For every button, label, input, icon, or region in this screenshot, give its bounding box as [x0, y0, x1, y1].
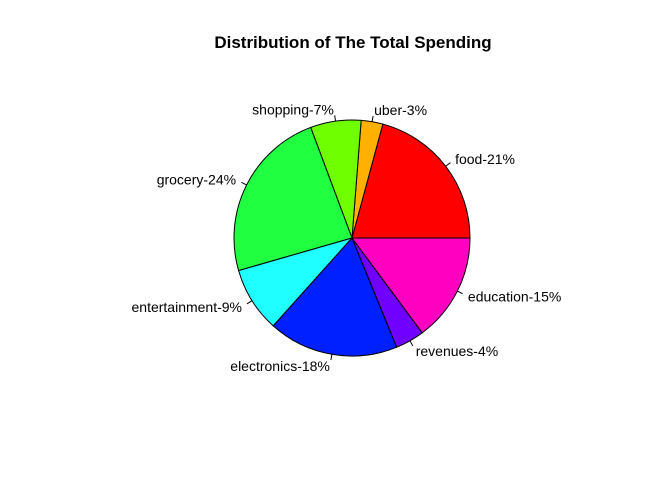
- pie-label-tick-4: [246, 300, 253, 305]
- pie-label-tick-5: [330, 354, 333, 361]
- pie-label-2: shopping-7%: [252, 101, 334, 117]
- pie-label-4: entertainment-9%: [132, 299, 243, 315]
- pie-labels: food-21% uber-3% shopping-7% grocery-24% ent…: [132, 101, 562, 373]
- pie-slices: [233, 119, 471, 357]
- pie-slice-3: [233, 126, 353, 272]
- pie-label-5: electronics-18%: [230, 358, 330, 374]
- pie-label-tick-3: [241, 181, 247, 186]
- pie-label-7: education-15%: [468, 288, 561, 304]
- pie-label-3: grocery-24%: [157, 172, 236, 188]
- pie-label-0: food-21%: [455, 151, 515, 167]
- chart-title: Distribution of The Total Spending: [214, 33, 491, 52]
- pie-label-tick-0: [445, 162, 451, 167]
- pie-slice-7: [351, 237, 471, 334]
- pie-label-tick-1: [371, 115, 374, 122]
- pie-label-6: revenues-4%: [416, 343, 499, 359]
- pie-label-1: uber-3%: [374, 102, 427, 118]
- pie-label-tick-6: [409, 340, 414, 347]
- pie-label-tick-2: [334, 115, 337, 122]
- pie-slice-5: [272, 237, 398, 357]
- pie-label-tick-7: [457, 290, 463, 295]
